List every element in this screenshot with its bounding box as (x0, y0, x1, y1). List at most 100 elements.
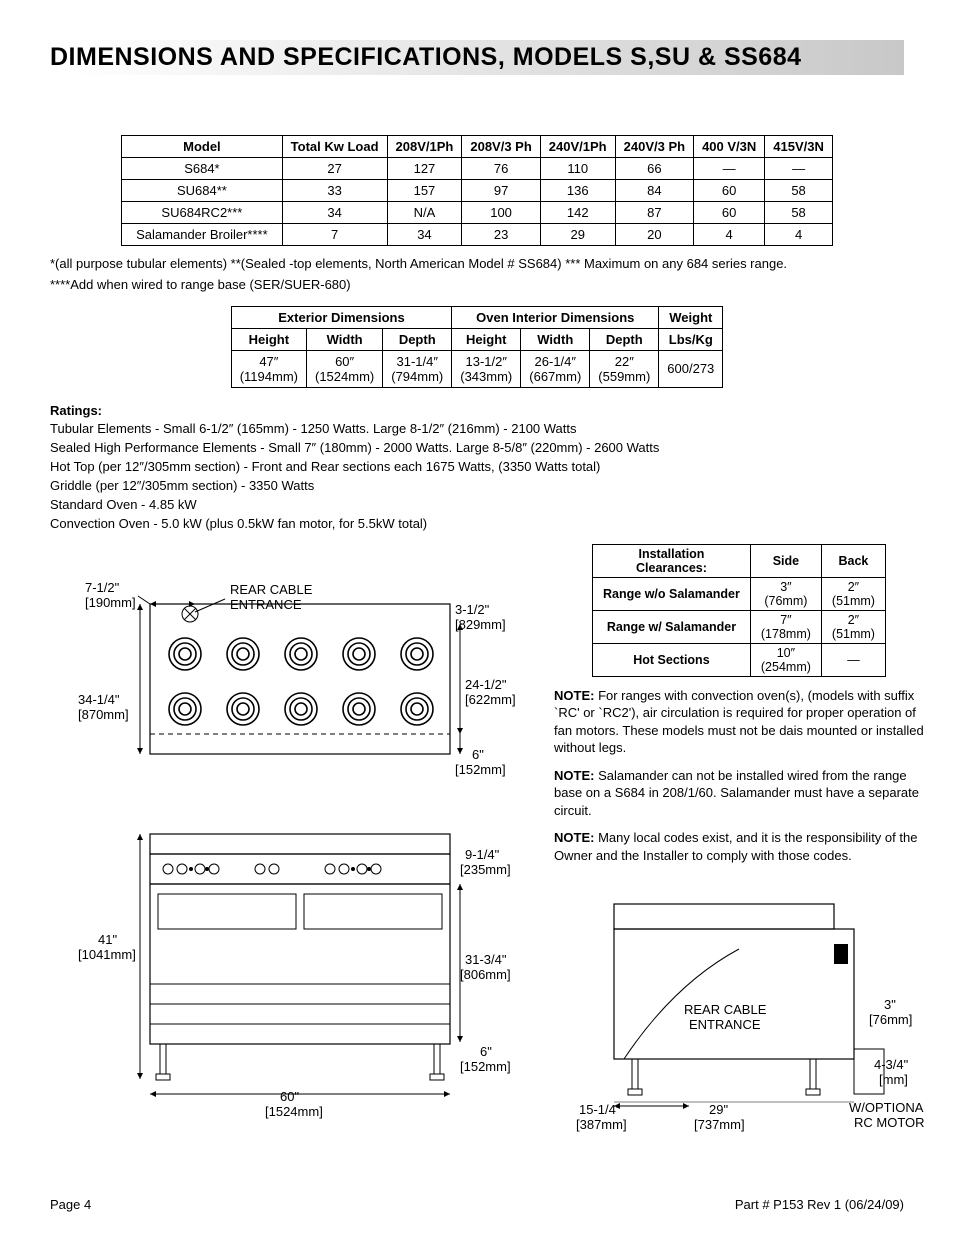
table-header: Width (521, 328, 590, 350)
rear-cable-label: REAR CABLE (230, 582, 313, 597)
svg-text:REAR CABLE: REAR CABLE (684, 1002, 767, 1017)
table-header: Depth (590, 328, 659, 350)
table-header: 240V/3 Ph (615, 136, 693, 158)
svg-text:9-1/4": 9-1/4" (465, 847, 500, 862)
svg-text:7-1/2": 7-1/2" (85, 580, 120, 595)
table-cell: 100 (462, 202, 540, 224)
table-cell: 7 (282, 224, 387, 246)
table-cell: 47″ (1194mm) (231, 350, 306, 387)
table-cell: 34 (282, 202, 387, 224)
svg-text:[1041mm]: [1041mm] (78, 947, 136, 962)
table-cell: 97 (462, 180, 540, 202)
footer-page: Page 4 (50, 1197, 91, 1212)
table-cell: 58 (765, 202, 833, 224)
page-title: DIMENSIONS AND SPECIFICATIONS, MODELS S,… (50, 40, 904, 75)
note-paragraph: NOTE: Salamander can not be installed wi… (554, 767, 924, 820)
ratings-line: Convection Oven - 5.0 kW (plus 0.5kW fan… (50, 515, 904, 534)
table-header: Total Kw Load (282, 136, 387, 158)
table-cell: 20 (615, 224, 693, 246)
table-header: Width (306, 328, 382, 350)
table-cell: SU684RC2*** (122, 202, 283, 224)
table-cell: 4 (765, 224, 833, 246)
table-row: S684*271277611066—— (122, 158, 833, 180)
svg-text:6": 6" (480, 1044, 492, 1059)
table-header: 208V/1Ph (387, 136, 462, 158)
table-cell: 136 (540, 180, 615, 202)
table-cell: 4 (694, 224, 765, 246)
table-row: SU684RC2***34N/A100142876058 (122, 202, 833, 224)
table-cell: 142 (540, 202, 615, 224)
table-cell: 26-1/4″ (667mm) (521, 350, 590, 387)
svg-text:[152mm]: [152mm] (460, 1059, 511, 1074)
svg-text:24-1/2": 24-1/2" (465, 677, 507, 692)
ratings-line: Hot Top (per 12″/305mm section) - Front … (50, 458, 904, 477)
table-row: Range w/o Salamander3″ (76mm)2″ (51mm) (593, 577, 886, 610)
table-cell: SU684** (122, 180, 283, 202)
footer-partno: Part # P153 Rev 1 (06/24/09) (735, 1197, 904, 1212)
table-cell: Range w/o Salamander (593, 577, 751, 610)
table-cell: 10″ (254mm) (750, 643, 821, 676)
table-row: Salamander Broiler****73423292044 (122, 224, 833, 246)
table-row: Range w/ Salamander7″ (178mm)2″ (51mm) (593, 610, 886, 643)
svg-text:[622mm]: [622mm] (465, 692, 516, 707)
svg-text:[387mm]: [387mm] (576, 1117, 627, 1132)
dimensional-diagram: 7-1/2" [190mm] REAR CABLE ENTRANCE 3-1/2… (50, 574, 530, 1137)
table-cell: 600/273 (659, 350, 723, 387)
svg-text:3": 3" (884, 997, 896, 1012)
table-cell: Hot Sections (593, 643, 751, 676)
svg-text:[76mm]: [76mm] (869, 1012, 912, 1027)
table-cell: 34 (387, 224, 462, 246)
ratings-line: Sealed High Performance Elements - Small… (50, 439, 904, 458)
table-cell: 33 (282, 180, 387, 202)
table-header: Installation Clearances: (593, 544, 751, 577)
svg-text:[190mm]: [190mm] (85, 595, 136, 610)
table-header: Height (231, 328, 306, 350)
table-cell: — (765, 158, 833, 180)
table-cell: 87 (615, 202, 693, 224)
table-header: Lbs/Kg (659, 328, 723, 350)
table-cell: 110 (540, 158, 615, 180)
table-cell: 60 (694, 202, 765, 224)
table-cell: 2″ (51mm) (821, 610, 885, 643)
table-cell: — (821, 643, 885, 676)
ratings-heading: Ratings: (50, 403, 102, 418)
note-paragraph: NOTE: For ranges with convection oven(s)… (554, 687, 924, 757)
page-footer: Page 4 Part # P153 Rev 1 (06/24/09) (50, 1197, 904, 1212)
table-cell: Salamander Broiler**** (122, 224, 283, 246)
svg-text:[806mm]: [806mm] (460, 967, 511, 982)
table-cell: 157 (387, 180, 462, 202)
table-cell: 27 (282, 158, 387, 180)
svg-text:3-1/2": 3-1/2" (455, 602, 490, 617)
svg-text:[mm]: [mm] (879, 1072, 908, 1087)
table-header: 208V/3 Ph (462, 136, 540, 158)
table-header: Side (750, 544, 821, 577)
table-group-header: Exterior Dimensions (231, 306, 452, 328)
table-header: Model (122, 136, 283, 158)
svg-text:15-1/4": 15-1/4" (579, 1102, 621, 1117)
svg-text:31-3/4": 31-3/4" (465, 952, 507, 967)
table-cell: 60″ (1524mm) (306, 350, 382, 387)
svg-text:[1524mm]: [1524mm] (265, 1104, 323, 1119)
svg-text:60": 60" (280, 1089, 299, 1104)
table-header: 240V/1Ph (540, 136, 615, 158)
dimensions-table: Exterior Dimensions Oven Interior Dimens… (231, 306, 724, 388)
side-view-diagram: REAR CABLE ENTRANCE 3" [76mm] 4-3/4" [mm… (554, 894, 924, 1157)
svg-text:41": 41" (98, 932, 117, 947)
table-group-header: Oven Interior Dimensions (452, 306, 659, 328)
model-footnotes: *(all purpose tubular elements) **(Seale… (50, 254, 904, 296)
svg-text:RC MOTOR: RC MOTOR (854, 1115, 924, 1130)
svg-text:ENTRANCE: ENTRANCE (689, 1017, 761, 1032)
table-header: Height (452, 328, 521, 350)
table-cell: 60 (694, 180, 765, 202)
table-cell: 22″ (559mm) (590, 350, 659, 387)
ratings-section: Ratings: Tubular Elements - Small 6-1/2″… (50, 402, 904, 534)
table-cell: 66 (615, 158, 693, 180)
table-header: Depth (383, 328, 452, 350)
ratings-line: Tubular Elements - Small 6-1/2″ (165mm) … (50, 420, 904, 439)
table-cell: 84 (615, 180, 693, 202)
table-cell: N/A (387, 202, 462, 224)
table-header: 415V/3N (765, 136, 833, 158)
table-cell: 7″ (178mm) (750, 610, 821, 643)
svg-text:W/OPTIONAL: W/OPTIONAL (849, 1100, 924, 1115)
rear-cable-label: ENTRANCE (230, 597, 302, 612)
